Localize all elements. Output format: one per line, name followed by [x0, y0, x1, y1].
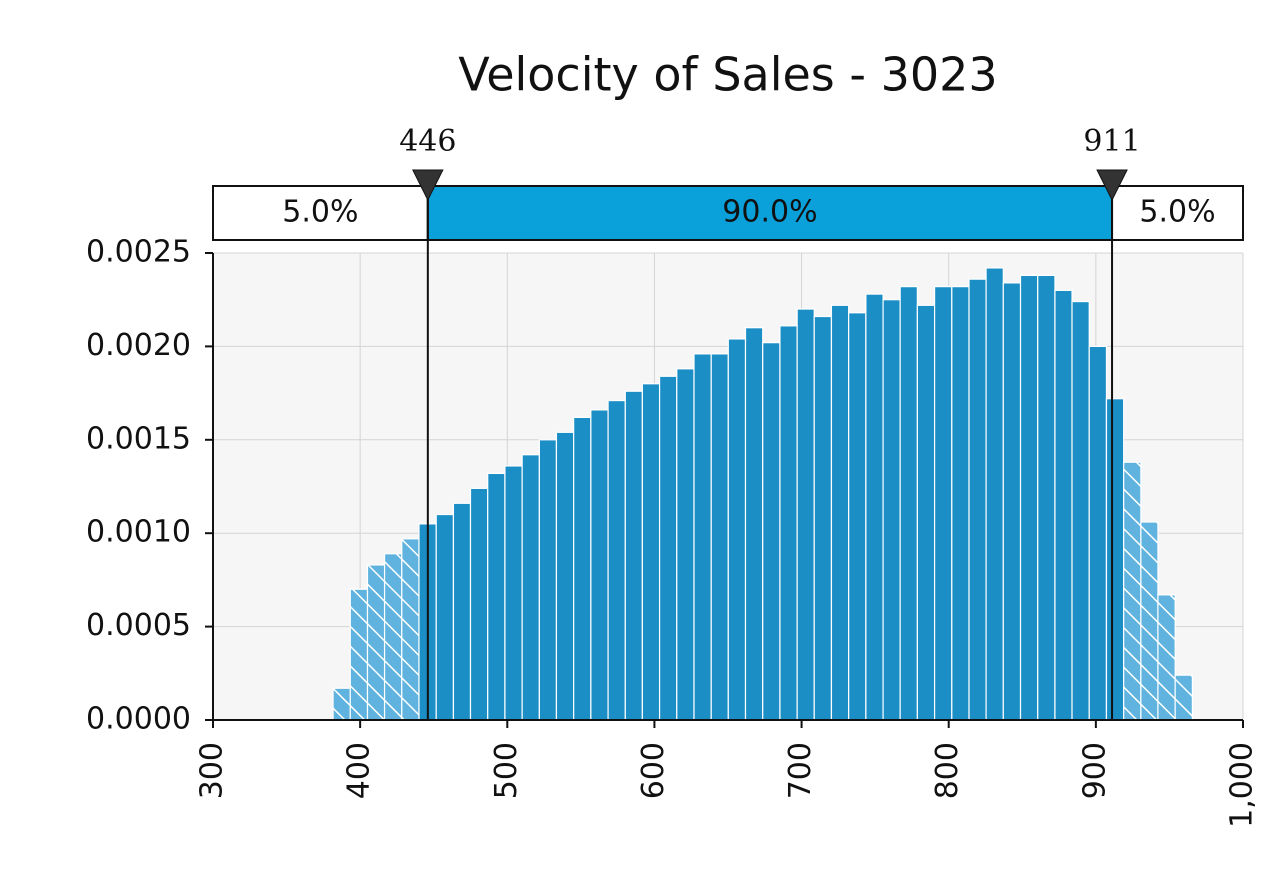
bar [658, 375, 678, 721]
bar [848, 312, 867, 721]
bar [1071, 300, 1090, 721]
bar [452, 502, 472, 721]
bar [727, 338, 747, 721]
chart-title: Velocity of Sales - 3023 [458, 48, 997, 102]
bar [899, 286, 918, 721]
bar [349, 588, 369, 721]
x-tick-label: 700 [783, 742, 818, 799]
bar [779, 325, 798, 721]
bar [504, 465, 523, 721]
bar [882, 299, 901, 721]
bar [762, 342, 781, 721]
bar [830, 304, 850, 721]
bar [1037, 274, 1056, 721]
x-tick-label: 300 [195, 742, 230, 799]
bar [435, 513, 455, 721]
y-tick-label: 0.0000 [86, 702, 191, 737]
bar [383, 553, 403, 721]
bar [1019, 274, 1039, 721]
region-label: 90.0% [722, 195, 817, 230]
delimiter-label: 911 [1083, 124, 1140, 159]
bar [487, 472, 506, 721]
region-label: 5.0% [1139, 195, 1215, 230]
bar [1105, 398, 1125, 721]
bar [607, 399, 626, 721]
bar [366, 564, 386, 721]
bar [865, 293, 884, 721]
bar [590, 409, 609, 721]
x-tick-label: 400 [342, 742, 377, 799]
x-tick-label: 500 [489, 742, 524, 799]
bar [693, 353, 712, 721]
bar [1140, 521, 1159, 721]
bar [573, 416, 592, 721]
bar [744, 327, 764, 721]
bar [401, 538, 420, 721]
bar [1123, 461, 1142, 721]
bar [1157, 594, 1176, 721]
y-tick-label: 0.0005 [86, 608, 191, 643]
y-tick-label: 0.0015 [86, 421, 191, 456]
y-tick-label: 0.0025 [86, 235, 191, 270]
bar [710, 353, 729, 721]
bar [521, 454, 540, 721]
delimiter-marker [412, 169, 444, 202]
bar [985, 267, 1004, 721]
y-tick-label: 0.0010 [86, 515, 191, 550]
bar [641, 383, 661, 721]
y-tick-label: 0.0020 [86, 328, 191, 363]
bar [933, 286, 953, 721]
region-box [426, 185, 1114, 241]
x-tick-label: 600 [636, 742, 671, 799]
bar [555, 431, 575, 721]
bar [796, 308, 815, 721]
region-label: 5.0% [282, 195, 358, 230]
bar [951, 286, 970, 721]
bar [1054, 289, 1073, 721]
bar [813, 315, 833, 721]
region-box [212, 185, 429, 241]
bar [332, 687, 351, 721]
bar [1088, 345, 1108, 721]
bar [676, 368, 695, 721]
delimiter-marker [1096, 169, 1128, 202]
x-tick-label: 1,000 [1225, 742, 1260, 828]
bar [916, 304, 936, 721]
delimiter-label: 446 [399, 124, 456, 159]
x-tick-label: 900 [1077, 742, 1112, 799]
bar [1002, 282, 1022, 721]
bar [469, 487, 489, 721]
bar [1174, 674, 1193, 721]
region-box [1111, 185, 1244, 241]
x-tick-label: 800 [930, 742, 965, 799]
bar [968, 278, 987, 721]
bar [624, 390, 643, 721]
bar [538, 439, 558, 721]
